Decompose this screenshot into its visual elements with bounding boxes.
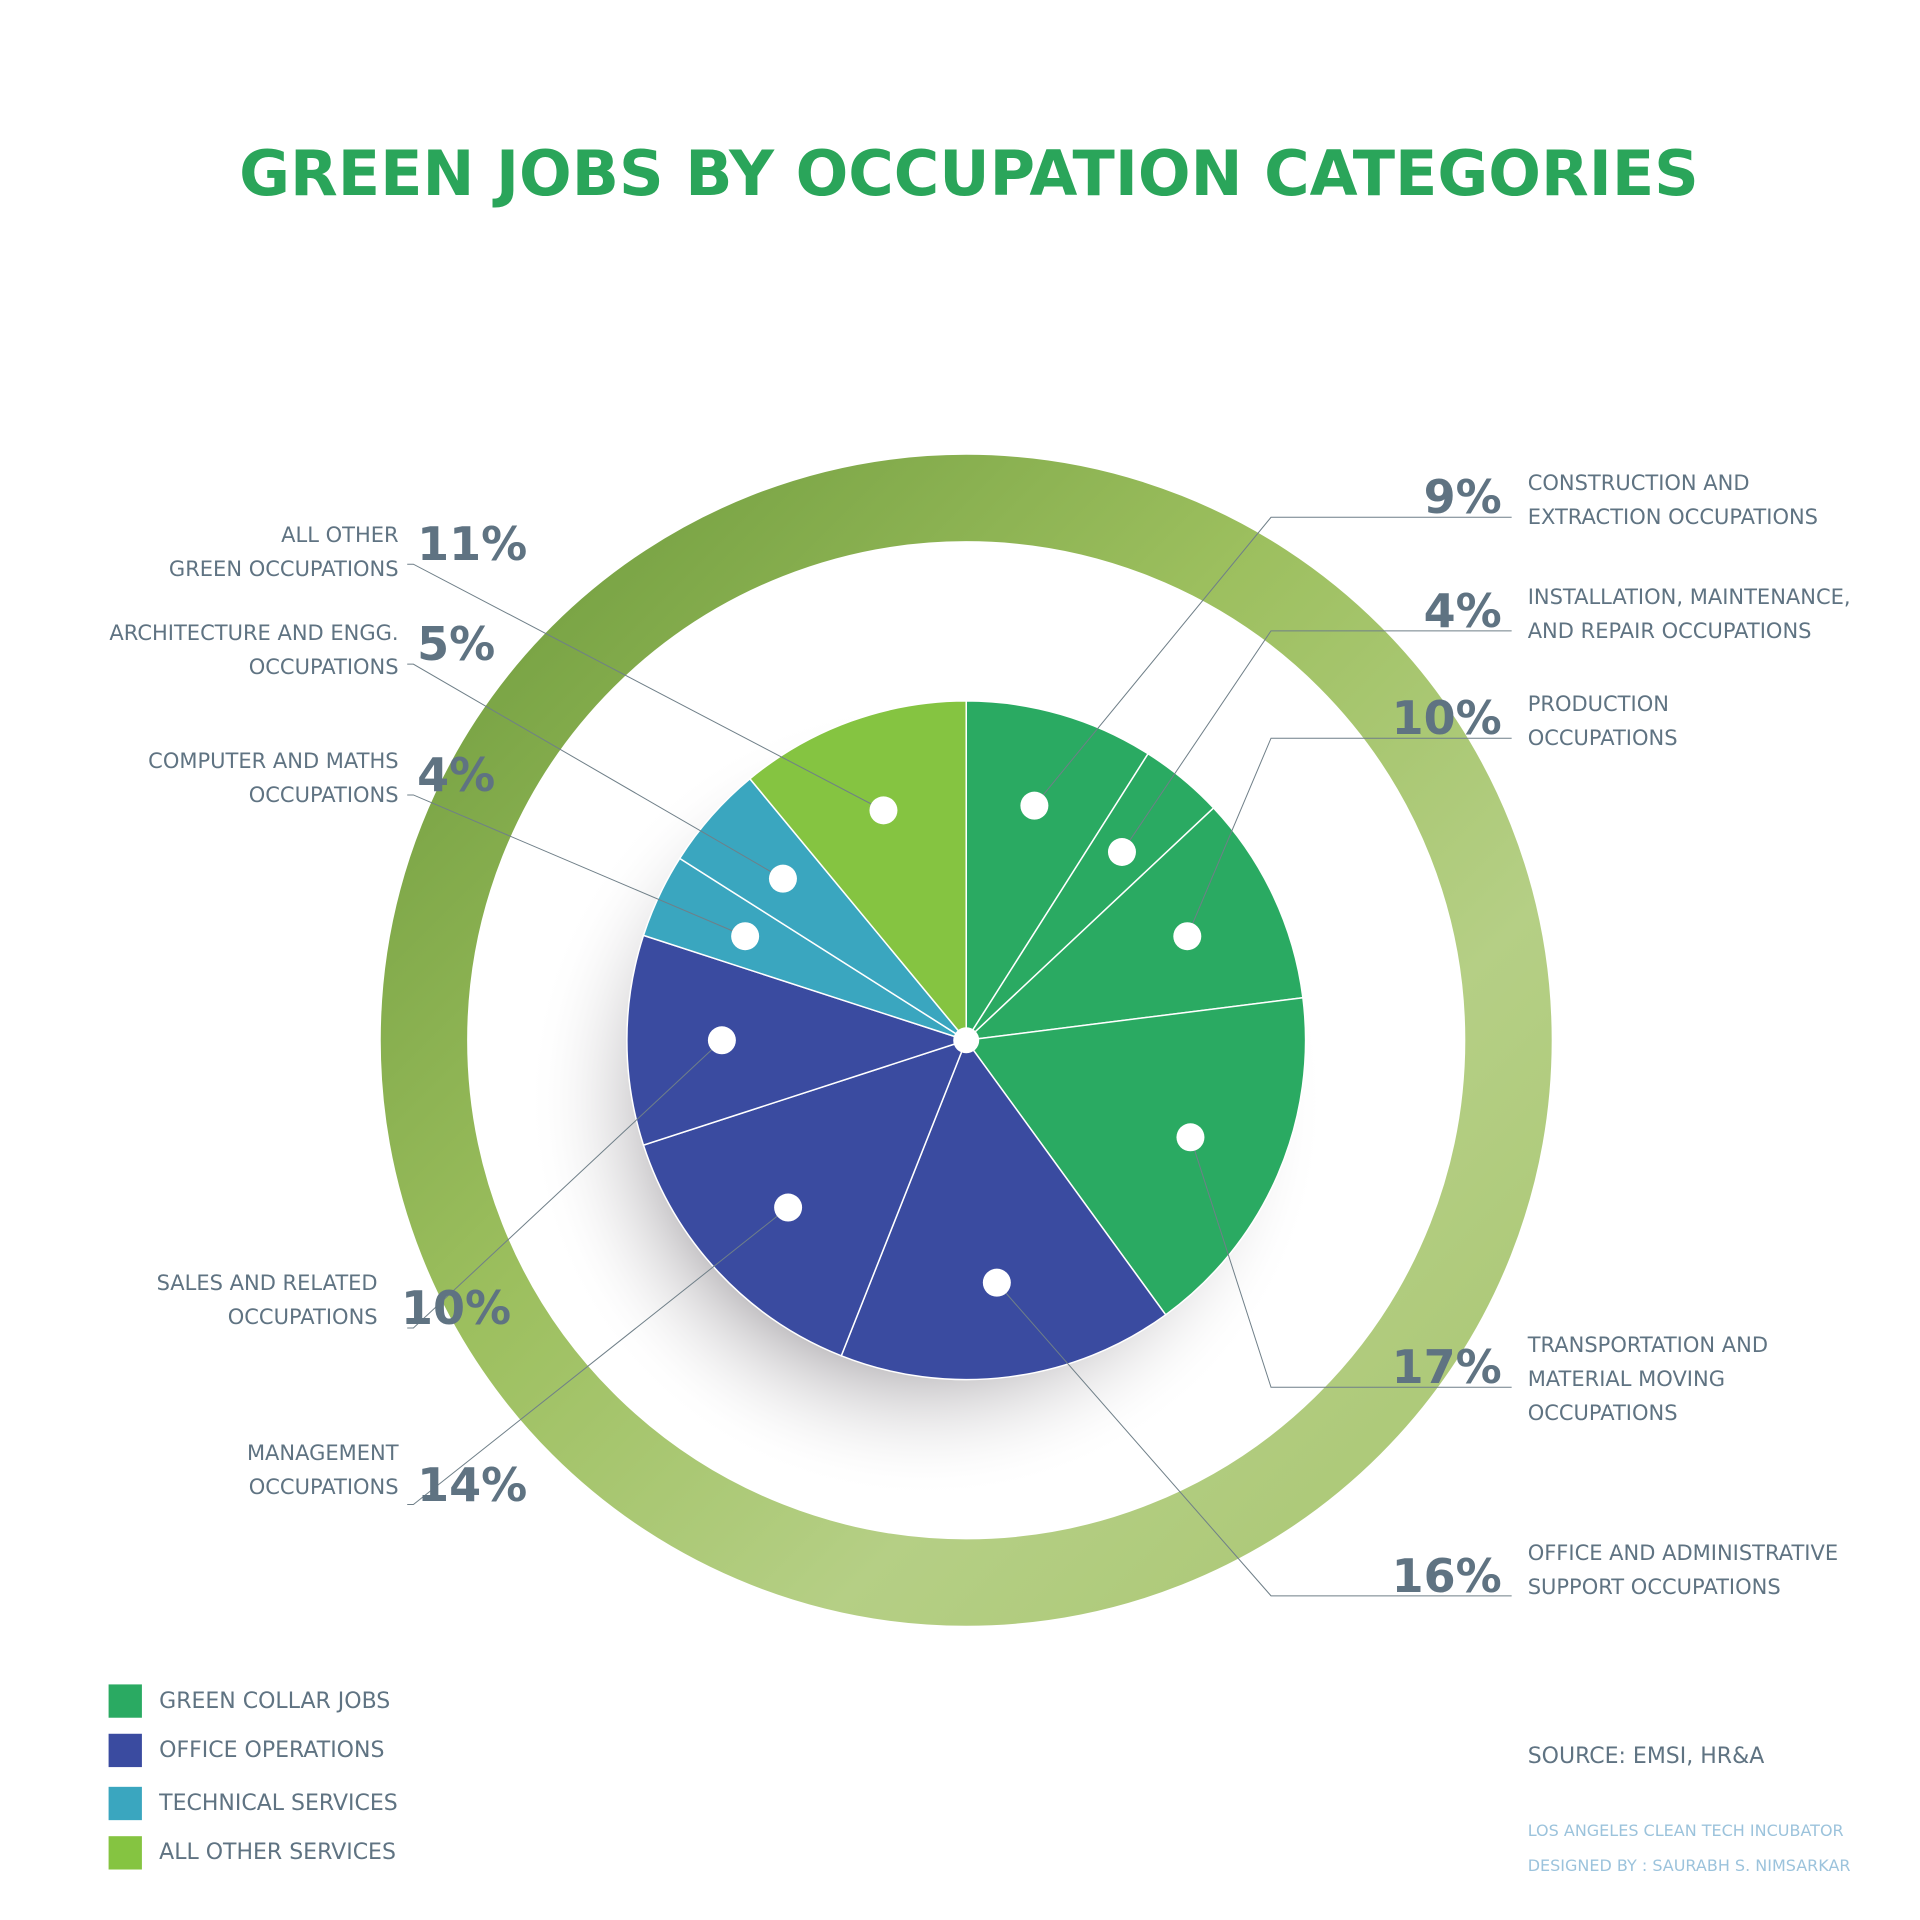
value-label: 9% — [1423, 470, 1502, 525]
pie-slice — [748, 700, 967, 1043]
value-label: 10% — [401, 1281, 512, 1336]
source: SOURCE: EMSI, HR&A — [1527, 1744, 1765, 1770]
category-label: COMPUTER AND MATHS OCCUPATIONS — [148, 749, 399, 808]
credit: LOS ANGELES CLEAN TECH INCUBATOR — [1527, 1821, 1844, 1841]
value-label: 4% — [417, 747, 496, 802]
leader-line — [407, 563, 884, 811]
leader-line — [407, 663, 784, 880]
category-label: TRANSPORTATION AND MATERIAL MOVING OCCUP… — [1527, 1332, 1769, 1425]
category-label: PRODUCTION OCCUPATIONS — [1527, 692, 1678, 751]
category-label: ALL OTHER GREEN OCCUPATIONS — [168, 523, 399, 582]
leader-line — [407, 1039, 723, 1329]
leader-line — [1121, 630, 1512, 853]
leader-line — [407, 794, 746, 937]
slice-dot — [768, 864, 797, 893]
category-label: CONSTRUCTION AND EXTRACTION OCCUPATIONS — [1527, 471, 1819, 530]
slice-dot — [982, 1268, 1011, 1297]
pie-slice — [840, 1038, 1167, 1381]
slice-dot — [1020, 791, 1049, 820]
value-label: 17% — [1391, 1340, 1502, 1395]
leader-line — [407, 1207, 789, 1506]
legend-swatch — [108, 1733, 142, 1768]
legend-swatch — [108, 1786, 142, 1821]
value-label: 16% — [1391, 1548, 1502, 1603]
leader-line — [996, 1282, 1512, 1597]
legend-label: OFFICE OPERATIONS — [159, 1738, 385, 1764]
slice-dot — [869, 796, 898, 825]
slice-dot — [1173, 922, 1202, 951]
value-label: 10% — [1391, 691, 1502, 746]
category-label: MANAGEMENT OCCUPATIONS — [246, 1441, 399, 1500]
legend-label: TECHNICAL SERVICES — [159, 1791, 398, 1817]
legend-swatch — [108, 1684, 142, 1718]
slice-dot — [731, 922, 760, 951]
leader-line — [1186, 737, 1512, 937]
slice-dot — [1107, 838, 1136, 867]
center-dot — [953, 1027, 980, 1054]
chart-title: GREEN JOBS BY OCCUPATION CATEGORIES — [239, 137, 1699, 210]
credit: DESIGNED BY : SAURABH S. NIMSARKAR — [1527, 1855, 1851, 1875]
value-label: 14% — [417, 1457, 528, 1512]
pie-slice — [965, 700, 1150, 1043]
pie-slice — [964, 806, 1304, 1042]
slice-dot — [707, 1026, 736, 1055]
value-label: 4% — [1423, 583, 1502, 638]
category-label: ARCHITECTURE AND ENGG. OCCUPATIONS — [109, 620, 399, 679]
slice-dot — [774, 1193, 803, 1222]
slice-dot — [1176, 1123, 1205, 1152]
legend-swatch — [108, 1836, 142, 1870]
ring — [380, 454, 1552, 1626]
pie-slice — [626, 934, 969, 1147]
category-label: SALES AND RELATED OCCUPATIONS — [156, 1271, 378, 1330]
category-label: OFFICE AND ADMINISTRATIVE SUPPORT OCCUPA… — [1527, 1541, 1839, 1600]
leader-line — [1189, 1137, 1512, 1388]
leader-line — [1034, 516, 1512, 806]
value-label: 11% — [417, 517, 528, 572]
legend-label: GREEN COLLAR JOBS — [159, 1688, 391, 1714]
legend-label: ALL OTHER SERVICES — [159, 1840, 396, 1866]
pie-slice — [964, 996, 1307, 1316]
category-label: INSTALLATION, MAINTENANCE, AND REPAIR OC… — [1527, 584, 1851, 643]
value-label: 5% — [417, 617, 496, 672]
